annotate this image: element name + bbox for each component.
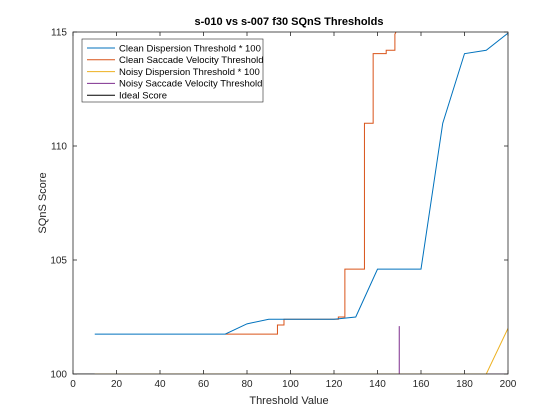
x-tick-label: 0 [70, 379, 76, 390]
ticks-layer: 0 20 40 60 80 100 120 140 160 180 200 100 105 110 115 [50, 28, 516, 391]
legend-label-4: Ideal Score [119, 91, 167, 102]
legend-label-1: Clean Saccade Velocity Threshold [119, 55, 264, 66]
x-tick-label: 160 [413, 379, 430, 390]
y-axis-label: SQnS Score [37, 172, 49, 233]
series-line-2 [94, 328, 508, 374]
x-axis-label: Threshold Value [249, 395, 328, 407]
x-tick-label: 180 [456, 379, 473, 390]
series-line-1 [225, 32, 397, 335]
y-tick-label: 100 [50, 370, 67, 381]
series-line-0 [94, 32, 508, 335]
y-tick-label: 105 [50, 256, 67, 267]
legend-label-0: Clean Dispersion Threshold * 100 [119, 43, 261, 54]
x-tick-label: 40 [154, 379, 166, 390]
y-tick-label: 110 [51, 142, 67, 153]
x-tick-label: 80 [241, 379, 253, 390]
x-tick-label: 100 [282, 379, 299, 390]
x-tick-label: 60 [198, 379, 210, 390]
x-tick-label: 140 [369, 379, 386, 390]
x-tick-label: 20 [111, 379, 123, 390]
chart-title: s-010 vs s-007 f30 SQnS Thresholds [195, 16, 384, 28]
x-tick-label: 120 [326, 379, 343, 390]
legend-box [81, 38, 264, 103]
series-layer [73, 32, 508, 374]
legend-label-3: Noisy Saccade Velocity Threshold [119, 79, 262, 90]
x-tick-label: 200 [500, 379, 517, 390]
legend-label-2: Noisy Dispersion Threshold * 100 [119, 67, 260, 78]
y-tick-label: 115 [51, 28, 67, 39]
